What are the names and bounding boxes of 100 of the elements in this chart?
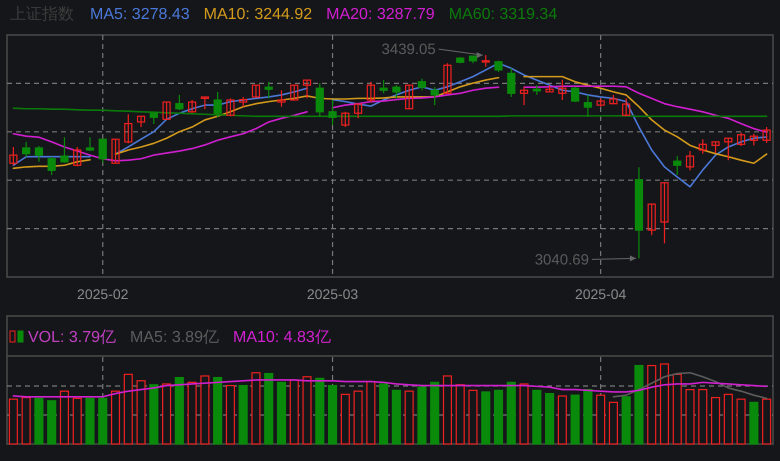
bar [354, 390, 363, 445]
bar [85, 398, 95, 445]
text: MA20: 3287.79 [326, 6, 435, 23]
candlestick [22, 141, 30, 158]
candlestick [214, 91, 222, 118]
bar [226, 384, 235, 445]
candlestick [673, 156, 682, 176]
candlestick [430, 86, 439, 106]
candlestick [111, 138, 120, 164]
candlestick [264, 81, 273, 99]
candlestick [354, 103, 362, 119]
bar [328, 384, 338, 445]
candlestick [60, 136, 69, 164]
bar [98, 398, 108, 445]
bar [698, 388, 708, 445]
candlestick [98, 138, 107, 164]
bar [494, 390, 504, 445]
text: MA60: 3319.34 [448, 6, 558, 23]
candlestick [277, 90, 286, 108]
text: MA10: 3244.92 [204, 6, 312, 23]
bar [162, 383, 172, 445]
candlestick [124, 114, 132, 144]
bar [596, 394, 606, 445]
candlestick [571, 86, 580, 103]
candlestick [724, 138, 732, 161]
candlestick [73, 146, 82, 167]
candlestick [532, 84, 541, 96]
candlestick [418, 78, 426, 91]
bar [468, 390, 478, 445]
candlestick [302, 79, 312, 99]
candlestick [762, 126, 771, 144]
bar [532, 390, 542, 445]
candlestick [175, 94, 184, 111]
bar [762, 398, 772, 445]
candlestick [520, 86, 528, 106]
bar [404, 390, 414, 445]
candlestick [48, 156, 56, 176]
text: MA10: 4.83亿 [232, 329, 331, 346]
bar [276, 382, 286, 445]
candlestick [558, 79, 566, 101]
x-tick-label: 2025-04 [574, 286, 627, 302]
bar [72, 398, 82, 445]
candlestick [660, 182, 669, 244]
bar [430, 382, 440, 445]
candlestick [711, 141, 720, 154]
bar [379, 383, 388, 445]
text: MA5: 3.89亿 [130, 329, 219, 346]
candlestick [200, 96, 209, 110]
bar [174, 376, 184, 445]
bar [685, 388, 695, 445]
annotation: 3439.05 [382, 41, 436, 58]
bar [251, 372, 261, 445]
candlestick [750, 133, 758, 146]
candlestick [443, 62, 452, 94]
candlestick [226, 98, 235, 117]
candlestick [86, 136, 94, 152]
bar [34, 398, 44, 445]
candlestick [584, 94, 592, 118]
candlestick [609, 94, 618, 105]
bar [736, 398, 746, 445]
bar [660, 363, 670, 445]
bar [481, 391, 490, 445]
bar [124, 374, 133, 445]
candlestick [252, 84, 260, 98]
bar [110, 390, 120, 445]
bar [417, 386, 426, 445]
bar [442, 375, 452, 445]
bar [8, 398, 18, 445]
legend-label: VOL: 3.79亿 [28, 329, 116, 346]
candlestick [596, 98, 605, 108]
candlestick [136, 116, 146, 128]
bar [213, 376, 222, 445]
bar [545, 392, 554, 445]
bar [136, 380, 146, 445]
bar [519, 383, 529, 445]
bar [22, 396, 31, 445]
bar [264, 372, 274, 445]
bar [47, 400, 56, 445]
candlestick [239, 96, 248, 108]
candlestick [290, 84, 298, 101]
bar [340, 394, 350, 445]
candlestick [686, 150, 694, 171]
bar [749, 402, 758, 445]
bar [622, 396, 631, 445]
bar [366, 380, 376, 445]
candlestick [380, 79, 388, 94]
candlestick [316, 82, 324, 118]
bar [60, 390, 70, 445]
candlestick [698, 138, 707, 154]
candlestick [648, 203, 656, 236]
text: MA5: 3278.43 [90, 6, 190, 23]
bar [200, 375, 210, 445]
bar [188, 382, 197, 445]
candlestick [328, 99, 337, 126]
candlestick [9, 146, 18, 166]
bar [315, 378, 324, 445]
candlestick [366, 81, 375, 103]
bar [456, 384, 465, 445]
bar [583, 388, 592, 445]
candlestick [188, 99, 196, 114]
